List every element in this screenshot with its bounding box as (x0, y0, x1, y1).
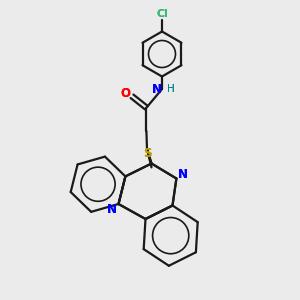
Text: N: N (107, 203, 117, 216)
Text: Cl: Cl (156, 9, 168, 19)
Text: O: O (120, 87, 130, 101)
Text: N: N (152, 82, 161, 96)
Text: S: S (143, 147, 152, 160)
Text: N: N (152, 82, 161, 96)
Text: H: H (167, 84, 175, 94)
Text: Cl: Cl (156, 9, 168, 19)
Text: H: H (167, 84, 175, 94)
Text: N: N (178, 168, 188, 182)
Text: N: N (178, 168, 188, 182)
Text: S: S (143, 147, 152, 160)
Text: N: N (107, 203, 117, 216)
Text: O: O (120, 87, 130, 101)
